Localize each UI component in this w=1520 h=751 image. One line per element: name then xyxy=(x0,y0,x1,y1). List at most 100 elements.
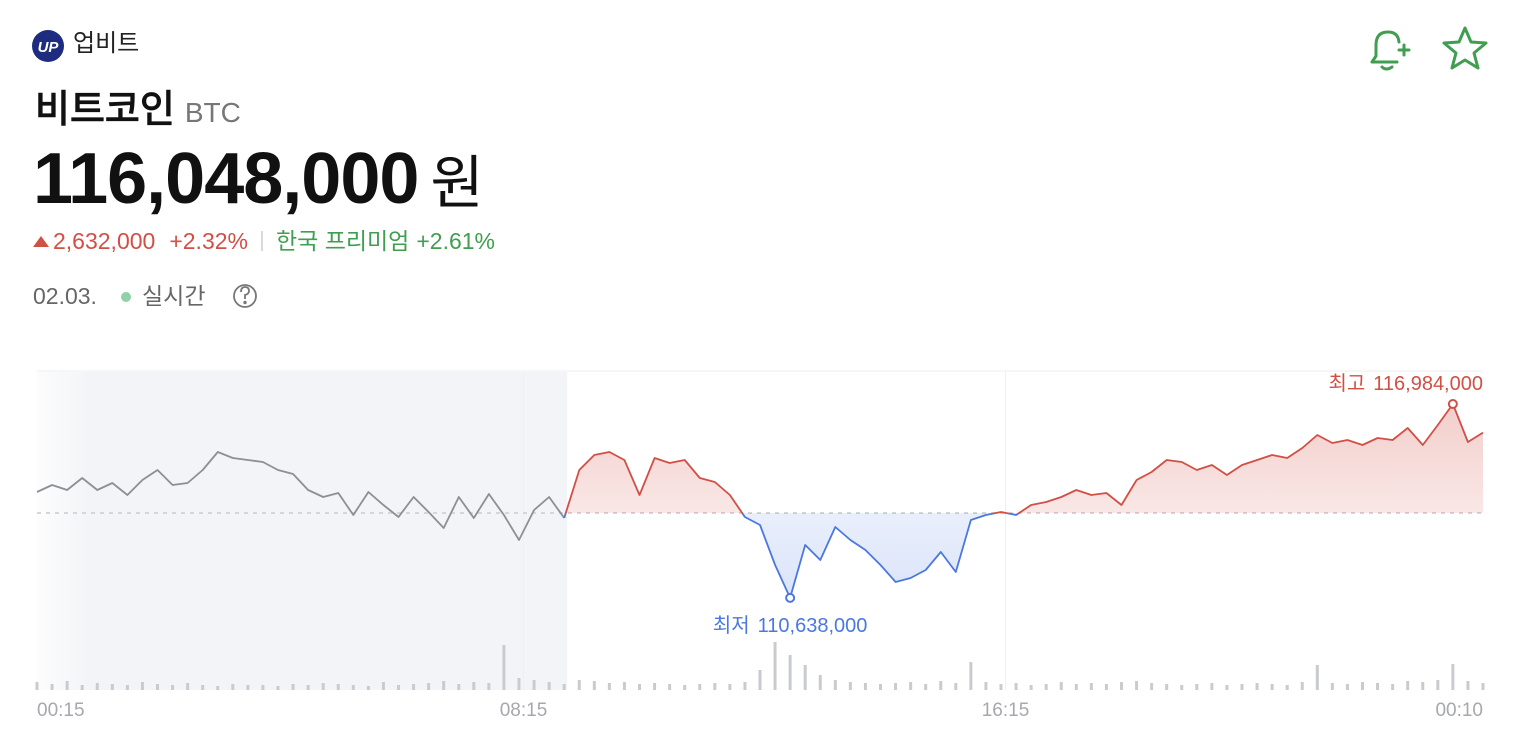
volume-bar xyxy=(1300,682,1304,690)
volume-bar xyxy=(1165,684,1169,690)
volume-bar xyxy=(381,682,385,690)
volume-bar xyxy=(924,684,928,690)
volume-bar xyxy=(1029,685,1033,690)
x-tick-label: 00:15 xyxy=(37,700,85,721)
volume-bar xyxy=(457,684,461,690)
x-tick-label: 16:15 xyxy=(982,700,1030,721)
volume-bar xyxy=(1135,681,1139,690)
volume-bar xyxy=(939,681,943,690)
volume-bar xyxy=(1285,685,1289,690)
up-arrow xyxy=(33,236,49,247)
volume-bar xyxy=(773,642,777,690)
volume-bar xyxy=(1059,682,1063,690)
volume-bar xyxy=(848,682,852,690)
low-value: 110,638,000 xyxy=(758,615,868,637)
volume-bar xyxy=(1391,684,1395,690)
volume-bar xyxy=(35,682,39,690)
low-annotation: 최저 110,638,000 xyxy=(713,614,868,637)
volume-bar xyxy=(728,684,732,690)
volume-bar xyxy=(487,683,491,690)
volume-bar xyxy=(1180,685,1184,690)
volume-bar xyxy=(1406,681,1410,690)
volume-bar xyxy=(1345,684,1349,690)
volume-bar xyxy=(909,682,913,690)
volume-bar xyxy=(427,683,431,690)
logo-badge xyxy=(32,30,64,62)
volume-bar xyxy=(201,685,205,690)
brand: 업비트 xyxy=(73,30,139,57)
volume-bar xyxy=(803,665,807,690)
volume-bar xyxy=(1466,681,1470,690)
volume-bar xyxy=(442,681,446,690)
volume-bar xyxy=(1240,684,1244,690)
volume-bar xyxy=(1104,684,1108,690)
price-unit: 원 xyxy=(430,151,483,216)
volume-bar xyxy=(291,684,295,690)
volume-bar xyxy=(1451,664,1455,690)
volume-bar xyxy=(276,686,280,690)
volume-bar xyxy=(999,684,1003,690)
volume-bar xyxy=(1376,683,1380,690)
volume-bar xyxy=(1255,683,1259,690)
volume-bar xyxy=(1225,685,1229,690)
high-annotation: 최고 116,984,000 xyxy=(1328,372,1483,395)
volume-bar xyxy=(1270,684,1274,690)
low-marker xyxy=(785,592,796,603)
volume-bar xyxy=(336,684,340,690)
volume-bar xyxy=(638,684,641,690)
premium: +2.61% xyxy=(416,228,495,254)
volume-bar xyxy=(818,675,822,690)
volume-bar xyxy=(1330,683,1334,690)
x-tick-label: 08:15 xyxy=(500,700,548,721)
volume-bar xyxy=(1120,682,1123,690)
price: 116,048,000 xyxy=(33,139,418,219)
volume-bar xyxy=(863,683,867,690)
alert-button[interactable] xyxy=(1370,30,1411,71)
favorite-button[interactable] xyxy=(1442,26,1488,70)
volume-bar xyxy=(517,678,521,690)
volume-bar xyxy=(1089,683,1093,690)
help-icon[interactable] xyxy=(233,284,257,308)
volume-bar xyxy=(1150,683,1154,690)
high-marker xyxy=(1447,398,1458,409)
pre-session-shade xyxy=(37,372,568,690)
volume-bar xyxy=(879,684,882,690)
volume-bar xyxy=(50,684,54,690)
volume-bar xyxy=(110,684,114,690)
volume-bar xyxy=(246,685,250,690)
volume-bar xyxy=(894,683,898,690)
volume-bar xyxy=(577,680,581,690)
volume-bar xyxy=(125,685,129,690)
volume-bar xyxy=(683,685,687,690)
volume-bar xyxy=(1481,683,1485,690)
volume-bar xyxy=(1195,684,1199,690)
volume-bar xyxy=(758,670,762,690)
line-up xyxy=(564,403,1484,513)
volume-bar xyxy=(502,645,506,690)
premium-label: 한국 프리미엄 xyxy=(276,228,409,254)
status: 실시간 xyxy=(142,283,205,309)
volume-bar xyxy=(592,681,596,690)
low-label: 최저 xyxy=(713,614,750,637)
volume-bar xyxy=(969,662,973,690)
volume-bar xyxy=(1014,683,1018,690)
volume-bar xyxy=(743,682,747,690)
volume-bar xyxy=(653,683,657,690)
volume-bar xyxy=(140,682,144,690)
area-up xyxy=(565,404,1483,513)
volume-bar xyxy=(216,686,220,690)
change-pct: +2.32% xyxy=(169,228,248,254)
volume-bar xyxy=(321,683,325,690)
change: 2,632,000 xyxy=(53,228,155,254)
volume-bar xyxy=(1315,665,1319,690)
logo-text: UP xyxy=(38,39,60,56)
volume-bar xyxy=(1361,682,1364,690)
volume-bar xyxy=(65,681,69,690)
volume-bar xyxy=(366,686,370,690)
volume-bar xyxy=(954,683,958,690)
volume-bar xyxy=(261,685,265,690)
volume-bar xyxy=(607,683,611,690)
volume-bar xyxy=(231,684,235,690)
